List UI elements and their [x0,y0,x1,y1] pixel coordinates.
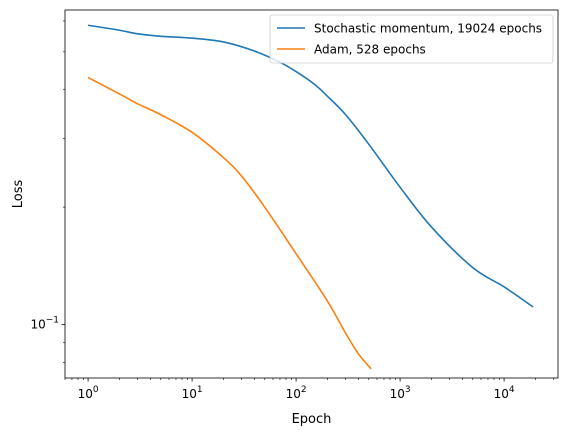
plot-frame [64,9,559,379]
legend-label: Adam, 528 epochs [314,43,426,57]
y-tick-label: 10−1 [30,316,59,332]
series-layer [87,24,534,370]
x-axis-label: Epoch [292,412,332,427]
series-line-adam [87,76,372,370]
y-axis-label: Loss [11,180,26,209]
plot-area [65,10,558,378]
x-tick-label: 100 [78,385,99,401]
legend-label: Stochastic momentum, 19024 epochs [314,22,542,36]
x-tick-label: 103 [390,385,411,401]
x-tick-label: 102 [286,385,307,401]
series-line-stochastic-momentum [87,24,534,308]
x-tick-label: 104 [494,385,515,401]
axes-layer: 100 101 102 103 104 10−1 [30,20,554,401]
legend: Stochastic momentum, 19024 epochs Adam, 5… [269,14,554,64]
legend-frame [269,14,554,64]
x-tick-label: 101 [182,385,203,401]
